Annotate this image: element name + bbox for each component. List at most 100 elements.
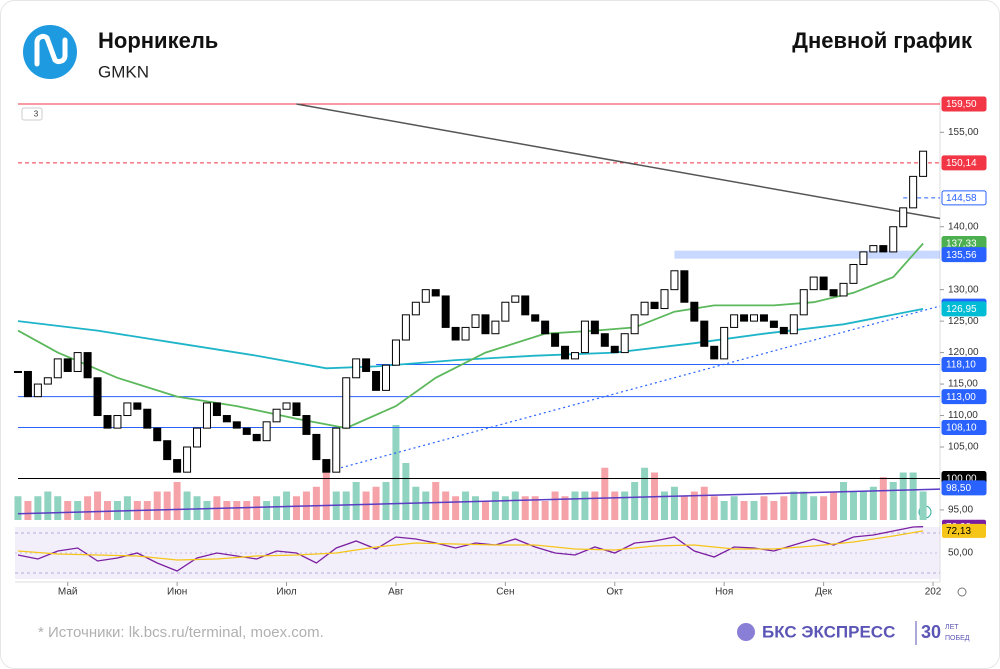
y-tick-label: 125,00 [948, 316, 979, 327]
candle-body [33, 383, 42, 398]
price-tag-label: 150,14 [946, 158, 977, 169]
volume-bar [481, 501, 489, 520]
volume-bar [94, 491, 102, 520]
candle-body [690, 301, 699, 322]
y-tick-label: 140,00 [948, 221, 979, 232]
volume-bar [442, 491, 450, 520]
y-tick-label: 110,00 [948, 410, 978, 421]
settings-icon[interactable] [957, 587, 967, 597]
candle-body [829, 289, 838, 297]
y-tick-label: 155,00 [948, 127, 979, 138]
volume-bar [432, 482, 440, 520]
candle-body [202, 402, 211, 429]
x-tick-label: Май [58, 587, 78, 598]
volume-bar [263, 501, 271, 520]
candle-body [183, 446, 192, 473]
volume-bar [700, 486, 708, 520]
candle-body [242, 427, 251, 435]
candle-body [580, 320, 589, 354]
volume-bar [292, 496, 300, 520]
volume-bar [183, 491, 191, 520]
volume-bar [153, 491, 161, 520]
brand: БКС ЭКСПРЕСС [762, 622, 895, 641]
candle-body [143, 408, 152, 429]
volume-bar [273, 496, 281, 520]
candle-body [700, 320, 709, 347]
volume-bar [452, 496, 460, 520]
candle-body [750, 314, 759, 322]
candle-body [471, 314, 480, 328]
volume-bar [14, 496, 22, 520]
volume-bar [591, 491, 599, 520]
candle-body [461, 326, 470, 341]
volume-bar [422, 491, 430, 520]
volume-bar [581, 491, 589, 520]
volume-bar [74, 501, 82, 520]
candle-body [272, 408, 281, 423]
volume-bar [849, 491, 857, 520]
candle-body [680, 270, 689, 303]
price-tag-label: 137,33 [946, 239, 977, 250]
candle-body [302, 415, 311, 435]
y-tick-label: 120,00 [948, 347, 979, 358]
candle-body [541, 320, 550, 335]
candle-body [441, 295, 450, 328]
volume-bar [889, 482, 897, 520]
candle-body [123, 402, 132, 417]
volume-bar [382, 482, 390, 520]
candle-body [521, 295, 530, 316]
source: * Источники: lk.bcs.ru/terminal, moex.co… [38, 624, 324, 641]
x-tick-label: Авг [388, 587, 404, 598]
collapse-badge[interactable]: 3 [34, 110, 39, 119]
candle-body [839, 282, 848, 297]
volume-bar [730, 496, 738, 520]
volume-bar [511, 491, 519, 520]
candle-body [421, 289, 430, 303]
candle-body [789, 314, 798, 335]
candle-body [352, 358, 361, 379]
candle-body [133, 402, 142, 410]
volume-bar [641, 467, 649, 520]
candle-body [252, 433, 261, 442]
candle-body [600, 333, 609, 347]
price-tag [941, 301, 987, 317]
volume-bar [720, 501, 728, 520]
candle-body [759, 314, 768, 322]
price-tag [941, 419, 987, 435]
y-tick-label: 105,00 [948, 442, 979, 453]
price-tag-label: 113,00 [946, 392, 976, 403]
volume-bar [680, 496, 688, 520]
volume-bar [521, 496, 529, 520]
collapse-button[interactable] [21, 107, 43, 121]
volume-bar [491, 491, 499, 520]
candle-body [779, 326, 788, 335]
price-tag-label: 118,10 [946, 360, 976, 371]
volume-bar [372, 486, 380, 520]
candle-body [511, 295, 520, 303]
volume-bar [462, 491, 470, 520]
candle-body [163, 440, 172, 461]
volume-bar [24, 501, 32, 520]
candle-body [481, 314, 490, 335]
rsi-line [17, 530, 924, 561]
logo-mark [34, 33, 68, 67]
price-tag-label: 100,00 [946, 474, 977, 485]
price-tag-label: 72,13 [946, 526, 971, 537]
badge-text: ЛЕТ [945, 624, 959, 631]
candle-body [53, 358, 62, 379]
volume-bar [919, 491, 927, 520]
volume-bar [810, 496, 818, 520]
y-tick-label: 95,00 [948, 505, 973, 516]
candle-body [710, 345, 719, 360]
candle-body [650, 301, 659, 310]
volume-bar [34, 496, 42, 520]
x-tick-label: Июл [276, 587, 296, 598]
volume-bar [551, 491, 559, 520]
volume-bar [790, 491, 798, 520]
volume-bar [670, 486, 678, 520]
candle-body [561, 345, 570, 360]
volume-bar [253, 496, 261, 520]
volume-bar [193, 496, 201, 520]
candle-body [292, 402, 301, 417]
title: Норникель [98, 28, 218, 53]
